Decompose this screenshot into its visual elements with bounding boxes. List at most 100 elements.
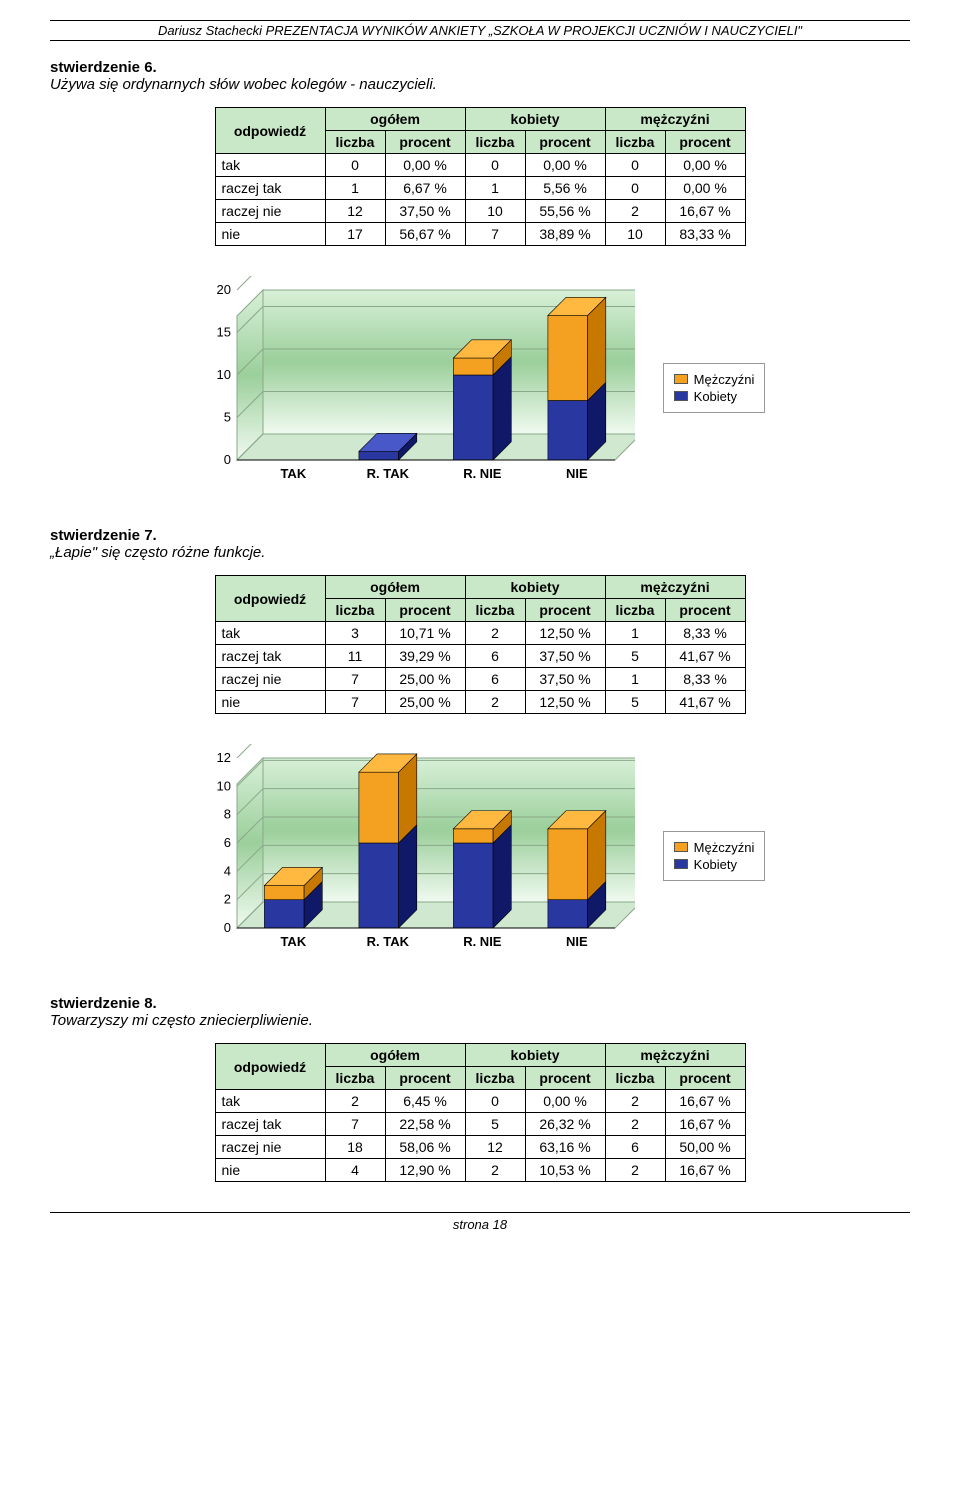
legend-swatch-k: [674, 859, 688, 869]
cell-og-p: 12,90 %: [385, 1159, 465, 1182]
cell-k-p: 55,56 %: [525, 200, 605, 223]
section-title: stwierdzenie 7.: [50, 527, 910, 544]
cell-og-p: 6,67 %: [385, 177, 465, 200]
row-label: tak: [215, 622, 325, 645]
row-label: nie: [215, 1159, 325, 1182]
stacked-bar-chart: 05101520TAKR. TAKR. NIENIE: [195, 276, 635, 499]
th-procent: procent: [665, 131, 745, 154]
th-mezczyzni: mężczyźni: [605, 1044, 745, 1067]
section-subtitle: „Łapie" się często różne funkcje.: [50, 544, 910, 561]
cell-og-l: 7: [325, 1113, 385, 1136]
cell-k-l: 0: [465, 154, 525, 177]
cell-og-l: 0: [325, 154, 385, 177]
cell-k-l: 2: [465, 1159, 525, 1182]
page-header: Dariusz Stachecki PREZENTACJA WYNIKÓW AN…: [50, 20, 910, 41]
th-kobiety: kobiety: [465, 108, 605, 131]
row-label: nie: [215, 691, 325, 714]
legend-label-k: Kobiety: [694, 389, 737, 404]
section-7: stwierdzenie 7. „Łapie" się często różne…: [50, 527, 910, 967]
table-row: nie412,90 %210,53 %216,67 %: [215, 1159, 745, 1182]
th-liczba: liczba: [605, 599, 665, 622]
row-label: raczej nie: [215, 1136, 325, 1159]
cell-k-p: 37,50 %: [525, 645, 605, 668]
th-procent: procent: [665, 599, 745, 622]
cell-k-l: 6: [465, 645, 525, 668]
cell-k-l: 10: [465, 200, 525, 223]
cell-m-l: 1: [605, 622, 665, 645]
cell-og-l: 2: [325, 1090, 385, 1113]
cell-m-p: 41,67 %: [665, 691, 745, 714]
table-row: raczej nie1858,06 %1263,16 %650,00 %: [215, 1136, 745, 1159]
cell-og-p: 22,58 %: [385, 1113, 465, 1136]
section-6: stwierdzenie 6. Używa się ordynarnych sł…: [50, 59, 910, 499]
cell-og-l: 11: [325, 645, 385, 668]
legend-swatch-k: [674, 391, 688, 401]
cell-og-l: 12: [325, 200, 385, 223]
cell-m-l: 0: [605, 154, 665, 177]
cell-og-l: 1: [325, 177, 385, 200]
row-label: raczej tak: [215, 645, 325, 668]
th-liczba: liczba: [605, 1067, 665, 1090]
table-row: raczej tak1139,29 %637,50 %541,67 %: [215, 645, 745, 668]
th-liczba: liczba: [325, 599, 385, 622]
cell-k-l: 6: [465, 668, 525, 691]
table-row: raczej tak722,58 %526,32 %216,67 %: [215, 1113, 745, 1136]
th-procent: procent: [385, 1067, 465, 1090]
th-mezczyzni: mężczyźni: [605, 576, 745, 599]
cell-m-l: 2: [605, 1113, 665, 1136]
cell-m-l: 2: [605, 1090, 665, 1113]
svg-text:R. TAK: R. TAK: [366, 466, 409, 481]
th-procent: procent: [385, 131, 465, 154]
th-ogolem: ogółem: [325, 1044, 465, 1067]
th-ogolem: ogółem: [325, 108, 465, 131]
th-liczba: liczba: [605, 131, 665, 154]
row-label: raczej nie: [215, 668, 325, 691]
th-liczba: liczba: [325, 1067, 385, 1090]
cell-m-p: 8,33 %: [665, 668, 745, 691]
cell-og-p: 39,29 %: [385, 645, 465, 668]
svg-text:8: 8: [223, 807, 230, 822]
table-row: nie725,00 %212,50 %541,67 %: [215, 691, 745, 714]
data-table: odpowiedź ogółem kobiety mężczyźni liczb…: [215, 575, 746, 714]
cell-og-l: 7: [325, 668, 385, 691]
cell-k-l: 7: [465, 223, 525, 246]
cell-og-p: 58,06 %: [385, 1136, 465, 1159]
section-title: stwierdzenie 6.: [50, 59, 910, 76]
cell-k-p: 38,89 %: [525, 223, 605, 246]
cell-k-p: 10,53 %: [525, 1159, 605, 1182]
th-odp: odpowiedź: [215, 108, 325, 154]
cell-m-p: 83,33 %: [665, 223, 745, 246]
legend-item-k: Kobiety: [674, 857, 755, 872]
th-liczba: liczba: [465, 1067, 525, 1090]
svg-text:TAK: TAK: [280, 466, 306, 481]
cell-og-p: 10,71 %: [385, 622, 465, 645]
svg-text:2: 2: [223, 892, 230, 907]
svg-text:12: 12: [216, 750, 230, 765]
cell-og-p: 37,50 %: [385, 200, 465, 223]
legend-label-m: Mężczyźni: [694, 372, 755, 387]
data-table: odpowiedź ogółem kobiety mężczyźni liczb…: [215, 107, 746, 246]
svg-text:0: 0: [223, 452, 230, 467]
th-liczba: liczba: [465, 599, 525, 622]
cell-m-p: 41,67 %: [665, 645, 745, 668]
cell-og-p: 25,00 %: [385, 691, 465, 714]
cell-m-l: 6: [605, 1136, 665, 1159]
svg-text:R. TAK: R. TAK: [366, 934, 409, 949]
cell-m-l: 1: [605, 668, 665, 691]
cell-m-p: 0,00 %: [665, 177, 745, 200]
cell-og-p: 6,45 %: [385, 1090, 465, 1113]
row-label: nie: [215, 223, 325, 246]
section-8: stwierdzenie 8. Towarzyszy mi często zni…: [50, 995, 910, 1182]
legend-swatch-m: [674, 374, 688, 384]
th-odp: odpowiedź: [215, 576, 325, 622]
data-table: odpowiedź ogółem kobiety mężczyźni liczb…: [215, 1043, 746, 1182]
cell-k-l: 0: [465, 1090, 525, 1113]
svg-text:4: 4: [223, 863, 230, 878]
svg-text:10: 10: [216, 367, 230, 382]
th-procent: procent: [665, 1067, 745, 1090]
th-odp: odpowiedź: [215, 1044, 325, 1090]
cell-m-l: 2: [605, 1159, 665, 1182]
cell-og-l: 18: [325, 1136, 385, 1159]
table-row: raczej nie1237,50 %1055,56 %216,67 %: [215, 200, 745, 223]
table-row: nie1756,67 %738,89 %1083,33 %: [215, 223, 745, 246]
